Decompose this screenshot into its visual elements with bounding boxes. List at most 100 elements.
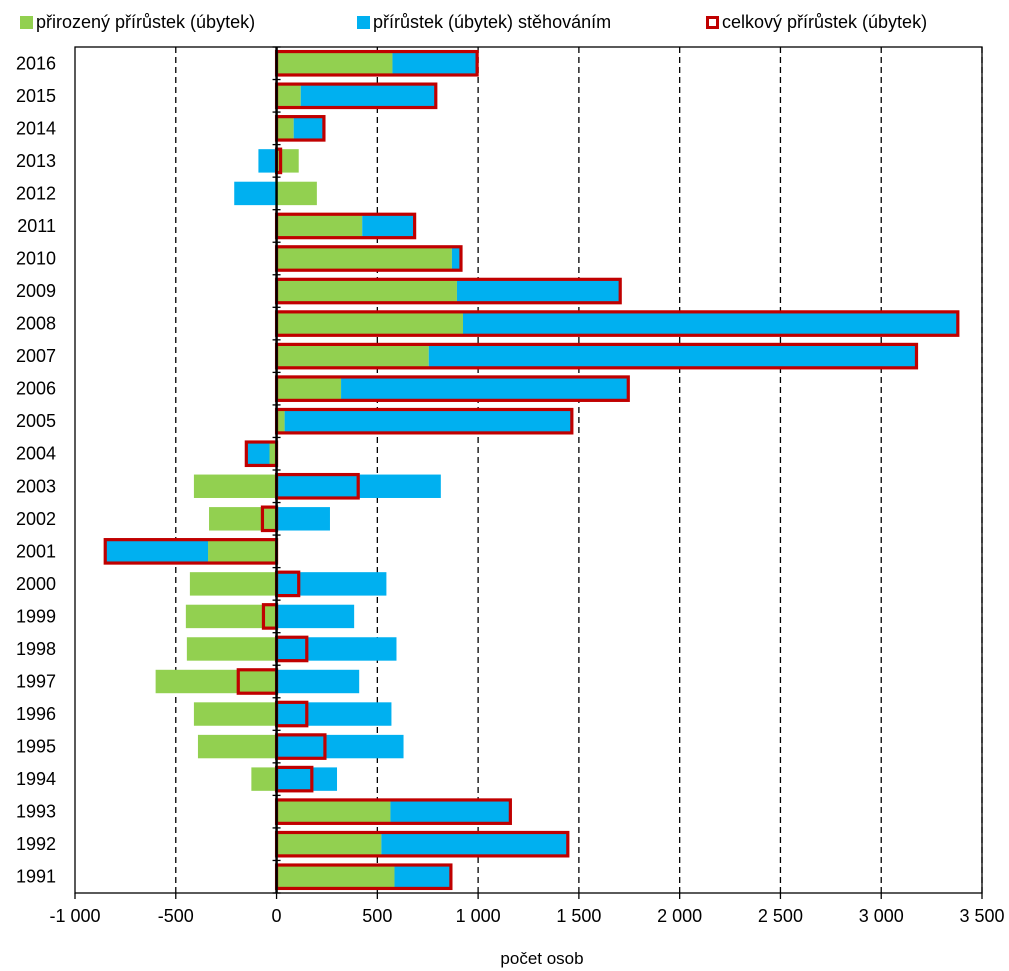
bar-natural-increase [209,507,277,531]
bar-migration-increase [300,84,436,108]
bar-natural-increase [189,572,277,596]
bar-migration-increase [276,604,355,629]
legend-swatch [20,16,33,29]
x-tick-label: 2 500 [758,906,803,926]
bar-natural-increase [269,442,277,466]
bar-migration-increase [462,311,958,336]
x-tick-label: 2 000 [657,906,702,926]
legend-label: přirozený přírůstek (úbytek) [36,12,255,32]
x-tick-label: -1 000 [49,906,100,926]
y-tick-label: 2009 [16,281,56,301]
bar-migration-increase [428,344,917,368]
legend-label: přírůstek (úbytek) stěhováním [373,12,611,32]
y-tick-label: 1996 [16,704,56,724]
y-tick-label: 2013 [16,151,56,171]
bar-migration-increase [394,865,451,889]
y-tick-label: 2010 [16,249,56,269]
y-tick-label: 2007 [16,346,56,366]
bar-migration-increase [456,279,621,303]
x-tick-label: 3 000 [859,906,904,926]
bar-migration-increase [390,799,511,824]
y-tick-label: 2016 [16,53,56,73]
x-axis-title: počet osob [500,949,583,968]
bar-natural-increase [276,279,457,303]
y-tick-label: 2014 [16,118,56,138]
legend-swatch [706,16,719,29]
bar-natural-increase [193,474,277,498]
y-tick-label: 1998 [16,639,56,659]
bar-migration-increase [276,637,397,661]
bar-migration-increase [276,734,404,759]
y-tick-label: 2012 [16,183,56,203]
bar-natural-increase [276,311,463,336]
bar-natural-increase [276,181,317,206]
y-tick-label: 1993 [16,802,56,822]
y-tick-label: 1992 [16,834,56,854]
y-tick-label: 2000 [16,574,56,594]
y-tick-label: 2006 [16,379,56,399]
x-tick-label: 0 [272,906,282,926]
bar-migration-increase [105,539,209,564]
x-tick-label: 1 000 [456,906,501,926]
bar-natural-increase [276,116,294,141]
x-tick-label: 500 [362,906,392,926]
x-tick-label: 3 500 [959,906,1004,926]
bar-migration-increase [392,51,478,75]
bar-migration-increase [258,149,277,173]
x-axis-labels: -1 000 -500 0 500 1 000 1 500 2 000 2 500 3 000 3… [49,906,1004,926]
bar-natural-increase [276,832,382,856]
bar-migration-increase [276,767,338,791]
bar-natural-increase [186,637,277,661]
bar-natural-increase [276,246,452,271]
y-tick-label: 2005 [16,411,56,431]
bar-migration-increase [451,246,461,271]
bar-natural-increase [193,702,277,726]
bar-migration-increase [234,181,277,206]
series-natural-increase [155,51,463,889]
bar-migration-increase [284,409,572,433]
y-tick-label: 2015 [16,86,56,106]
bar-natural-increase [155,669,277,694]
y-tick-label: 1995 [16,737,56,757]
bar-migration-increase [381,832,568,856]
y-tick-label: 1991 [16,867,56,887]
y-tick-label: 1999 [16,606,56,626]
x-tick-label: 1 500 [556,906,601,926]
y-tick-label: 1994 [16,769,56,789]
legend-label: celkový přírůstek (úbytek) [722,12,927,32]
series-total-increase [103,49,960,891]
bar-natural-increase [197,734,277,759]
y-tick-label: 2003 [16,476,56,496]
y-axis-labels: 1991 1992 1993 1994 1995 1996 1997 1998 1999 2000… [16,53,56,886]
y-tick-label: 2001 [16,541,56,561]
bar-migration-increase [276,669,360,694]
bar-natural-increase [276,865,395,889]
y-tick-label: 2004 [16,444,56,464]
bar-migration-increase [246,442,270,466]
bar-migration-increase [276,572,387,596]
bar-migration-increase [362,214,415,238]
bar-natural-increase [276,409,285,433]
y-tick-label: 2011 [17,216,56,236]
bar-natural-increase [251,767,277,791]
bar-natural-increase [276,51,393,75]
y-tick-label: 2002 [16,509,56,529]
axes [74,46,983,899]
bar-natural-increase [276,799,391,824]
plot-border [74,46,983,894]
grid-lines [175,47,983,893]
bar-natural-increase [276,84,301,108]
bar-natural-increase [276,214,363,238]
legend: přirozený přírůstek (úbytek) přírůstek (ú… [20,12,927,32]
bar-natural-increase [185,604,277,629]
bar-natural-increase [276,344,429,368]
bar-natural-increase [276,376,342,401]
bar-migration-increase [276,702,392,726]
y-tick-label: 1997 [16,672,56,692]
y-tick-label: 2008 [16,314,56,334]
legend-swatch [357,16,370,29]
bar-migration-increase [293,116,324,141]
bar-migration-increase [341,376,629,401]
x-tick-label: -500 [158,906,194,926]
